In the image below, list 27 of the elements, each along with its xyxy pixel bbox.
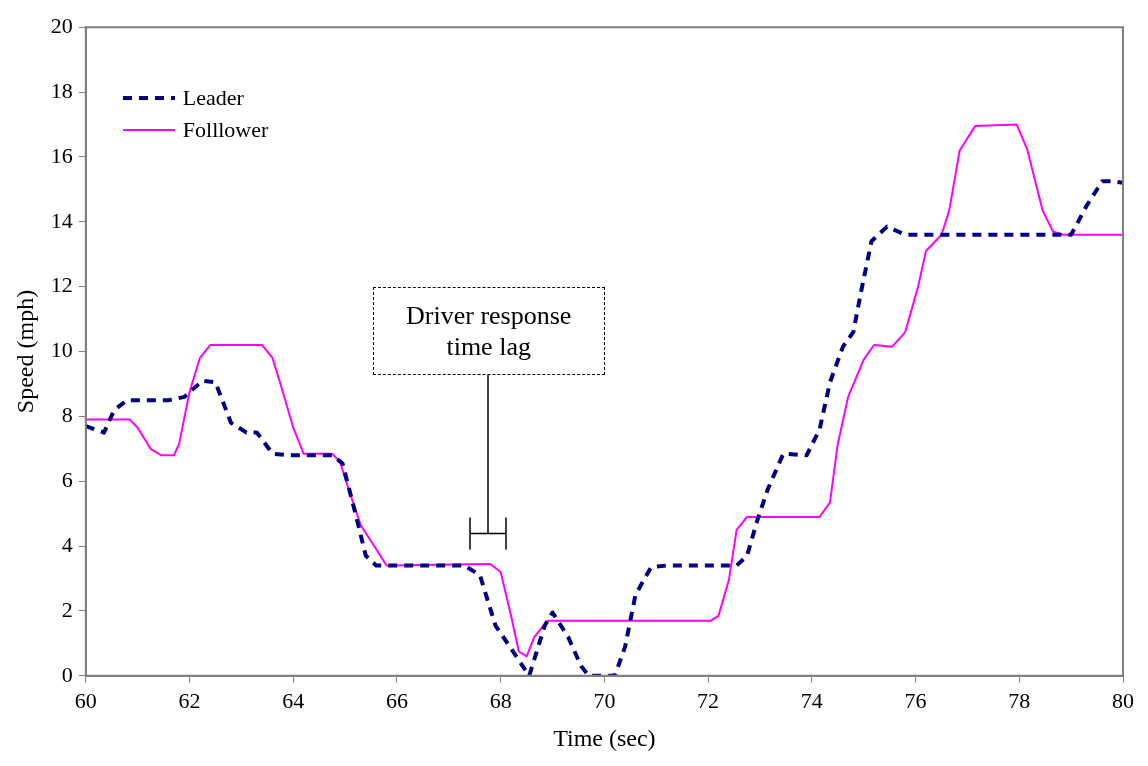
x-tick-label: 78 bbox=[1008, 687, 1031, 713]
y-tick-label: 20 bbox=[50, 12, 73, 38]
x-tick-label: 62 bbox=[178, 687, 201, 713]
x-tick-label: 70 bbox=[593, 687, 616, 713]
legend-label: Folllower bbox=[182, 117, 269, 144]
y-tick-label: 4 bbox=[61, 531, 73, 557]
y-tick-label: 18 bbox=[50, 77, 73, 103]
y-tick-label: 10 bbox=[50, 337, 73, 363]
x-tick-label: 64 bbox=[282, 687, 305, 713]
x-tick-label: 76 bbox=[904, 687, 927, 713]
y-tick-label: 16 bbox=[50, 142, 73, 168]
y-tick-label: 2 bbox=[61, 596, 73, 622]
annotation: Driver response time lag bbox=[372, 286, 605, 375]
x-tick-label: 60 bbox=[74, 687, 97, 713]
x-tick-label: 80 bbox=[1112, 687, 1134, 713]
x-tick-label: 66 bbox=[385, 687, 408, 713]
y-tick-label: 14 bbox=[50, 207, 73, 233]
y-tick-label: 8 bbox=[61, 402, 73, 428]
x-tick-label: 72 bbox=[697, 687, 720, 713]
x-tick-label: 68 bbox=[489, 687, 512, 713]
legend-label: Leader bbox=[182, 85, 244, 112]
x-tick-label: 74 bbox=[800, 687, 823, 713]
y-tick-label: 0 bbox=[61, 661, 73, 687]
y-axis-title: Speed (mph) bbox=[11, 289, 38, 414]
y-tick-label: 6 bbox=[61, 467, 73, 492]
x-axis-title: Time (sec) bbox=[553, 724, 656, 751]
y-tick-label: 12 bbox=[50, 272, 73, 298]
